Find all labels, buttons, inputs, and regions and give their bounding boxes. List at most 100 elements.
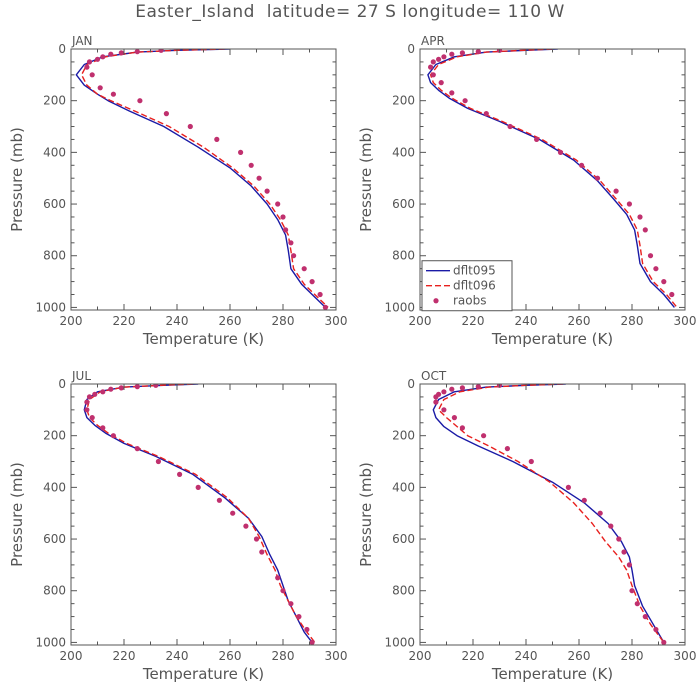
series-line xyxy=(75,49,326,308)
data-point xyxy=(253,536,260,542)
y-tick-label: 0 xyxy=(407,377,415,391)
series-line xyxy=(427,49,675,308)
data-point xyxy=(301,266,307,272)
y-axis-label: Pressure (mb) xyxy=(357,462,375,567)
data-point xyxy=(436,56,442,62)
data-point xyxy=(304,626,310,633)
legend-marker xyxy=(433,298,439,304)
data-point xyxy=(504,446,510,452)
data-point xyxy=(134,384,140,390)
y-tick-label: 800 xyxy=(43,249,66,263)
data-point xyxy=(283,227,289,233)
data-point xyxy=(629,588,635,594)
data-point xyxy=(449,51,455,57)
data-point xyxy=(108,51,114,57)
data-point xyxy=(669,291,675,298)
y-axis-label: Pressure (mb) xyxy=(357,127,375,232)
x-tick-label: 300 xyxy=(325,649,348,663)
series-dflt095 xyxy=(75,49,326,308)
data-point xyxy=(118,385,124,391)
x-tick-label: 260 xyxy=(568,649,591,663)
data-point xyxy=(163,111,169,117)
data-point xyxy=(459,50,465,56)
x-tick-label: 280 xyxy=(621,649,644,663)
panel-label: JAN xyxy=(71,34,93,48)
data-point xyxy=(647,253,654,259)
x-tick-label: 280 xyxy=(621,314,644,328)
data-point xyxy=(438,80,444,86)
data-point xyxy=(259,549,265,555)
data-point xyxy=(89,415,95,421)
data-point xyxy=(451,415,457,421)
x-tick-label: 200 xyxy=(409,649,432,663)
data-point xyxy=(642,614,648,620)
data-point xyxy=(195,484,201,490)
data-point xyxy=(428,64,434,70)
data-point xyxy=(243,523,249,529)
y-tick-label: 1000 xyxy=(384,300,415,314)
data-point xyxy=(238,149,244,155)
data-point xyxy=(534,136,540,142)
data-point xyxy=(84,407,90,413)
y-tick-label: 200 xyxy=(43,94,66,108)
y-tick-label: 200 xyxy=(392,94,415,108)
x-tick-label: 300 xyxy=(674,649,697,663)
x-tick-label: 200 xyxy=(60,649,83,663)
data-point xyxy=(430,72,436,78)
data-point xyxy=(626,201,633,207)
series-line xyxy=(83,384,313,643)
series-dflt096 xyxy=(429,49,678,308)
data-point xyxy=(108,386,114,392)
data-point xyxy=(661,279,667,285)
plot-frame xyxy=(70,383,337,646)
y-tick-label: 1000 xyxy=(384,635,415,649)
series-line xyxy=(432,384,665,643)
x-tick-label: 240 xyxy=(166,649,189,663)
data-point xyxy=(158,49,164,53)
data-point xyxy=(84,64,90,70)
data-point xyxy=(288,240,294,246)
series-dflt096 xyxy=(437,384,665,643)
data-point xyxy=(459,425,465,431)
data-point xyxy=(275,575,281,581)
x-tick-label: 240 xyxy=(515,649,538,663)
data-point xyxy=(153,384,159,388)
chart-panel-apr: 200 220 240 260 280 300 0 200 400 600 800 1000 Tempe… xyxy=(357,34,696,348)
panel-label: OCT xyxy=(421,369,447,383)
data-point xyxy=(134,49,140,55)
y-tick-label: 800 xyxy=(392,249,415,263)
panel-label: APR xyxy=(421,34,445,48)
data-point xyxy=(110,91,116,97)
data-point xyxy=(581,497,587,503)
data-point xyxy=(100,54,106,60)
x-tick-label: 280 xyxy=(272,314,295,328)
y-axis-label: Pressure (mb) xyxy=(8,462,26,567)
x-tick-label: 200 xyxy=(409,314,432,328)
x-tick-label: 220 xyxy=(113,314,136,328)
page-title: Easter_Island latitude= 27 S longitude= … xyxy=(135,2,565,22)
y-tick-label: 400 xyxy=(392,145,415,159)
data-point xyxy=(134,446,140,452)
data-point xyxy=(608,523,614,529)
x-tick-label: 260 xyxy=(219,649,242,663)
data-point xyxy=(155,458,161,465)
data-point xyxy=(322,304,328,310)
data-point xyxy=(317,291,323,298)
data-point xyxy=(309,639,315,645)
data-point xyxy=(481,433,487,439)
panel-label: JUL xyxy=(71,369,91,383)
data-point xyxy=(459,385,465,391)
data-point xyxy=(441,407,447,413)
data-point xyxy=(275,201,281,207)
data-point xyxy=(653,626,659,633)
y-tick-label: 400 xyxy=(43,145,66,159)
y-tick-label: 400 xyxy=(43,480,66,494)
data-point xyxy=(110,433,116,439)
data-point xyxy=(449,90,455,96)
series-raobs xyxy=(84,384,315,645)
data-point xyxy=(230,510,236,516)
y-tick-label: 200 xyxy=(392,429,415,443)
x-tick-label: 220 xyxy=(113,649,136,663)
data-point xyxy=(557,149,564,155)
y-tick-label: 600 xyxy=(392,197,415,211)
